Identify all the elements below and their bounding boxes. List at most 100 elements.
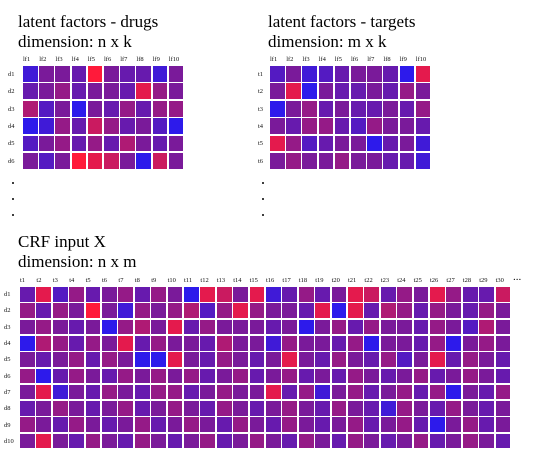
crf-cell [315, 434, 330, 449]
drugs-cell [169, 66, 184, 82]
crf-cell [479, 336, 494, 351]
crf-col-label: t23 [381, 277, 389, 285]
crf-cell [463, 352, 478, 367]
crf-cell [135, 417, 150, 432]
crf-cell [397, 287, 412, 302]
crf-col-label: t24 [397, 277, 405, 285]
crf-col-label: t6 [102, 277, 107, 285]
drugs-cell [23, 101, 38, 117]
crf-cell [53, 320, 68, 335]
crf-cell [315, 417, 330, 432]
targets-cell [400, 136, 415, 152]
crf-cell [250, 320, 265, 335]
crf-col-label: t29 [479, 277, 487, 285]
crf-cell [233, 434, 248, 449]
crf-cell [282, 352, 297, 367]
crf-cell [348, 287, 363, 302]
crf-cell [315, 287, 330, 302]
crf-cell [496, 385, 511, 400]
crf-row-label: d6 [4, 373, 11, 381]
targets-cell [302, 153, 317, 169]
crf-cell [381, 352, 396, 367]
crf-cell [479, 401, 494, 416]
crf-cell [282, 303, 297, 318]
crf-cell [135, 401, 150, 416]
crf-cell [184, 369, 199, 384]
drugs-cell [88, 136, 103, 152]
crf-cell [135, 369, 150, 384]
crf-cell [414, 434, 429, 449]
crf-col-label: t17 [282, 277, 290, 285]
crf-cell [69, 434, 84, 449]
crf-cell [184, 434, 199, 449]
crf-cell [282, 417, 297, 432]
targets-cell [351, 66, 366, 82]
crf-cell [102, 303, 117, 318]
drugs-col-label: lf9 [153, 56, 160, 64]
targets-cell [286, 83, 301, 99]
crf-cell [463, 336, 478, 351]
drugs-cell [136, 136, 151, 152]
crf-cell [250, 401, 265, 416]
targets-row-label: t1 [258, 71, 263, 79]
crf-cell [151, 417, 166, 432]
drugs-cell [169, 136, 184, 152]
crf-cell [479, 352, 494, 367]
drugs-col-label: lf10 [169, 56, 179, 64]
crf-cell [168, 401, 183, 416]
crf-cell [397, 401, 412, 416]
targets-title-line1: latent factors - targets [268, 12, 415, 32]
drugs-cell [169, 101, 184, 117]
drugs-row-label: d1 [8, 71, 15, 79]
targets-cell [383, 136, 398, 152]
crf-cell [233, 417, 248, 432]
crf-cell [151, 303, 166, 318]
crf-cell [36, 320, 51, 335]
crf-cell [348, 303, 363, 318]
crf-cell [315, 320, 330, 335]
targets-cell [319, 66, 334, 82]
crf-cell [69, 352, 84, 367]
crf-row-label: d10 [4, 438, 14, 446]
crf-cell [151, 385, 166, 400]
crf-col-label: t18 [299, 277, 307, 285]
crf-cell [200, 303, 215, 318]
crf-cell [118, 434, 133, 449]
crf-cell [315, 352, 330, 367]
drugs-row-label: d2 [8, 88, 15, 96]
drugs-cell [104, 153, 119, 169]
crf-cell [496, 287, 511, 302]
crf-cell [282, 287, 297, 302]
crf-cell [381, 369, 396, 384]
drugs-cell [39, 66, 54, 82]
targets-cell [335, 118, 350, 134]
crf-cell [332, 336, 347, 351]
crf-col-label: t27 [446, 277, 454, 285]
crf-cell [168, 287, 183, 302]
crf-cell [53, 287, 68, 302]
crf-cell [282, 434, 297, 449]
crf-col-label: t13 [217, 277, 225, 285]
crf-cell [397, 369, 412, 384]
crf-cell [397, 336, 412, 351]
crf-col-label: t2 [36, 277, 41, 285]
crf-cell [250, 287, 265, 302]
crf-cell [53, 401, 68, 416]
crf-col-label: t12 [200, 277, 208, 285]
drugs-cell [136, 153, 151, 169]
crf-cell [151, 369, 166, 384]
targets-cell [286, 118, 301, 134]
drugs-col-label: lf4 [72, 56, 79, 64]
crf-cell [282, 320, 297, 335]
crf-cell [217, 336, 232, 351]
crf-cell [102, 369, 117, 384]
crf-cell [102, 434, 117, 449]
crf-cell [364, 336, 379, 351]
crf-cell [233, 320, 248, 335]
drugs-cell [88, 66, 103, 82]
targets-cell [351, 153, 366, 169]
crf-cell [86, 417, 101, 432]
crf-cell [36, 287, 51, 302]
crf-cell [217, 303, 232, 318]
targets-col-label: lf9 [400, 56, 407, 64]
